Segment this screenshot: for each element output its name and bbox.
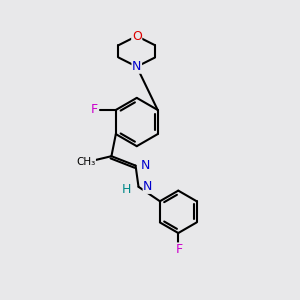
- Text: CH₃: CH₃: [76, 157, 95, 167]
- Text: N: N: [132, 60, 141, 73]
- Text: N: N: [143, 180, 153, 193]
- Text: O: O: [132, 30, 142, 43]
- Text: N: N: [140, 159, 150, 172]
- Text: F: F: [175, 243, 182, 256]
- Text: H: H: [122, 183, 131, 196]
- Text: F: F: [91, 103, 98, 116]
